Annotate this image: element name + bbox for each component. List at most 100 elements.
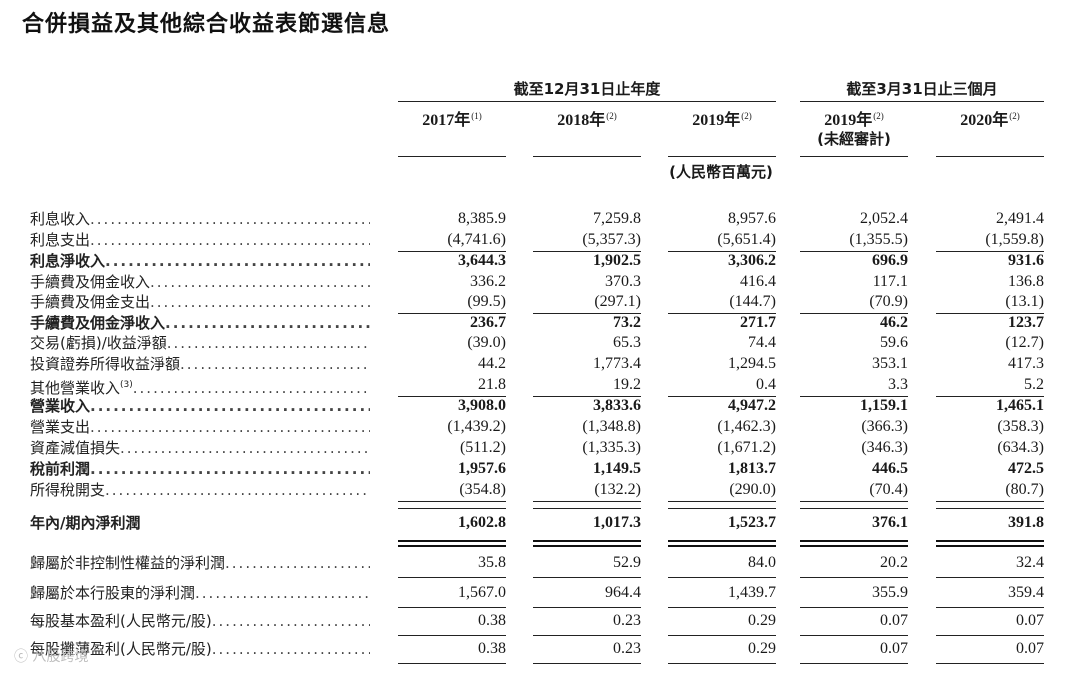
subtotal-rule bbox=[668, 501, 776, 502]
table-cell: 8,385.9 bbox=[458, 210, 506, 227]
table-row: 年內/期內淨利潤 1,602.8 1,017.3 1,523.7 376.1 391.8 bbox=[0, 513, 1080, 533]
table-row: 其他營業收入(3)...............................… bbox=[0, 375, 1080, 398]
double-rule-bottom bbox=[800, 545, 908, 547]
column-header-rule bbox=[398, 156, 506, 157]
page-title: 合併損益及其他綜合收益表節選信息 bbox=[22, 12, 391, 37]
row-label-text: 利息收入 bbox=[30, 210, 91, 228]
leader-dots: ........................................… bbox=[195, 584, 370, 602]
subtotal-rule bbox=[936, 313, 1044, 314]
table-cell: (511.2) bbox=[459, 439, 506, 456]
row-label-text: 手續費及佣金淨收入 bbox=[30, 314, 166, 332]
subtotal-rule bbox=[398, 508, 506, 509]
column-note: (2) bbox=[741, 111, 752, 121]
table-cell: 0.07 bbox=[880, 612, 908, 629]
row-label-text: 資產減值損失 bbox=[30, 439, 121, 457]
subtotal-rule bbox=[533, 501, 641, 502]
table-cell: (80.7) bbox=[1005, 481, 1044, 498]
column-subheader-3: (未經審計) bbox=[817, 130, 891, 148]
table-cell: 370.3 bbox=[605, 273, 641, 290]
table-cell: 391.8 bbox=[1008, 514, 1044, 531]
row-rule bbox=[668, 635, 776, 636]
table-cell: 0.23 bbox=[613, 612, 641, 629]
table-cell: 0.07 bbox=[1016, 640, 1044, 657]
subtotal-rule bbox=[800, 313, 908, 314]
table-cell: 52.9 bbox=[613, 554, 641, 571]
table-cell: 5.2 bbox=[1024, 376, 1044, 393]
subtotal-rule bbox=[936, 501, 1044, 502]
table-cell: (5,357.3) bbox=[582, 231, 641, 248]
row-rule bbox=[668, 607, 776, 608]
table-cell: 1,602.8 bbox=[458, 514, 506, 531]
table-cell: 1,902.5 bbox=[593, 252, 641, 269]
table-cell: 117.1 bbox=[872, 273, 908, 290]
double-rule-bottom bbox=[533, 545, 641, 547]
row-label: 其他營業收入(3)...............................… bbox=[30, 375, 370, 398]
row-label-text: 歸屬於本行股東的淨利潤 bbox=[30, 584, 196, 602]
table-cell: (70.9) bbox=[869, 293, 908, 310]
table-row: 利息淨收入...................................… bbox=[0, 251, 1080, 271]
table-cell: 84.0 bbox=[748, 554, 776, 571]
row-label: 投資證券所得收益淨額..............................… bbox=[30, 354, 370, 374]
table-cell: 1,159.1 bbox=[860, 397, 908, 414]
table-cell: 1,149.5 bbox=[593, 460, 641, 477]
row-label-note: (3) bbox=[120, 380, 133, 390]
table-cell: 1,294.5 bbox=[728, 355, 776, 372]
row-label-text: 營業收入 bbox=[30, 397, 91, 415]
table-cell: 8,957.6 bbox=[728, 210, 776, 227]
table-row: 稅前利潤....................................… bbox=[0, 459, 1080, 479]
subtotal-rule bbox=[668, 396, 776, 397]
leader-dots: ........................................… bbox=[90, 231, 370, 249]
row-rule bbox=[800, 635, 908, 636]
table-cell: (1,348.8) bbox=[582, 418, 641, 435]
table-cell: (144.7) bbox=[729, 293, 776, 310]
table-row: 手續費及佣金支出................................… bbox=[0, 292, 1080, 312]
row-rule bbox=[398, 607, 506, 608]
table-cell: 0.29 bbox=[748, 640, 776, 657]
table-cell: (354.8) bbox=[459, 481, 506, 498]
table-cell: 0.07 bbox=[880, 640, 908, 657]
subtotal-rule bbox=[668, 508, 776, 509]
double-rule-top bbox=[398, 540, 506, 542]
table-row: 每股攤薄盈利(人民幣元/股)..........................… bbox=[0, 639, 1080, 659]
leader-dots: ........................................… bbox=[105, 481, 370, 499]
row-label-text: 所得稅開支 bbox=[30, 481, 106, 499]
row-label: 利息支出....................................… bbox=[30, 230, 370, 250]
table-cell: 416.4 bbox=[740, 273, 776, 290]
table-row: 所得稅開支...................................… bbox=[0, 480, 1080, 500]
unit-label: (人民幣百萬元) bbox=[669, 163, 773, 181]
subtotal-rule bbox=[398, 501, 506, 502]
column-note: (2) bbox=[606, 111, 617, 121]
table-cell: 73.2 bbox=[613, 314, 641, 331]
table-row: 手續費及佣金淨收入...............................… bbox=[0, 313, 1080, 333]
subtotal-rule bbox=[800, 508, 908, 509]
table-cell: 0.23 bbox=[613, 640, 641, 657]
table-row: 營業收入....................................… bbox=[0, 396, 1080, 416]
table-cell: 0.4 bbox=[756, 376, 776, 393]
table-cell: 3,306.2 bbox=[728, 252, 776, 269]
column-year: 2018年 bbox=[557, 112, 606, 129]
table-cell: (634.3) bbox=[997, 439, 1044, 456]
row-label-text: 手續費及佣金收入 bbox=[30, 273, 151, 291]
table-cell: 46.2 bbox=[880, 314, 908, 331]
table-cell: 35.8 bbox=[478, 554, 506, 571]
subtotal-rule bbox=[398, 396, 506, 397]
subtotal-rule bbox=[668, 313, 776, 314]
table-row: 交易(虧損)/收益淨額.............................… bbox=[0, 333, 1080, 353]
table-cell: 3,833.6 bbox=[593, 397, 641, 414]
table-cell: (1,335.3) bbox=[582, 439, 641, 456]
table-row: 每股基本盈利(人民幣元/股)..........................… bbox=[0, 611, 1080, 631]
row-label: 年內/期內淨利潤 bbox=[30, 513, 370, 533]
leader-dots: ........................................… bbox=[120, 439, 370, 457]
row-rule bbox=[936, 635, 1044, 636]
row-label-text: 其他營業收入 bbox=[30, 379, 121, 397]
column-header-0: 2017年(1) bbox=[398, 106, 506, 130]
column-header-3: 2019年(2) bbox=[800, 106, 908, 130]
leader-dots: ........................................… bbox=[90, 418, 370, 436]
table-cell: (99.5) bbox=[467, 293, 506, 310]
table-cell: 336.2 bbox=[470, 273, 506, 290]
table-cell: 3.3 bbox=[888, 376, 908, 393]
table-cell: 1,813.7 bbox=[728, 460, 776, 477]
leader-dots: ........................................… bbox=[225, 554, 370, 572]
table-cell: (1,439.2) bbox=[447, 418, 506, 435]
leader-dots: ........................................… bbox=[90, 460, 370, 478]
